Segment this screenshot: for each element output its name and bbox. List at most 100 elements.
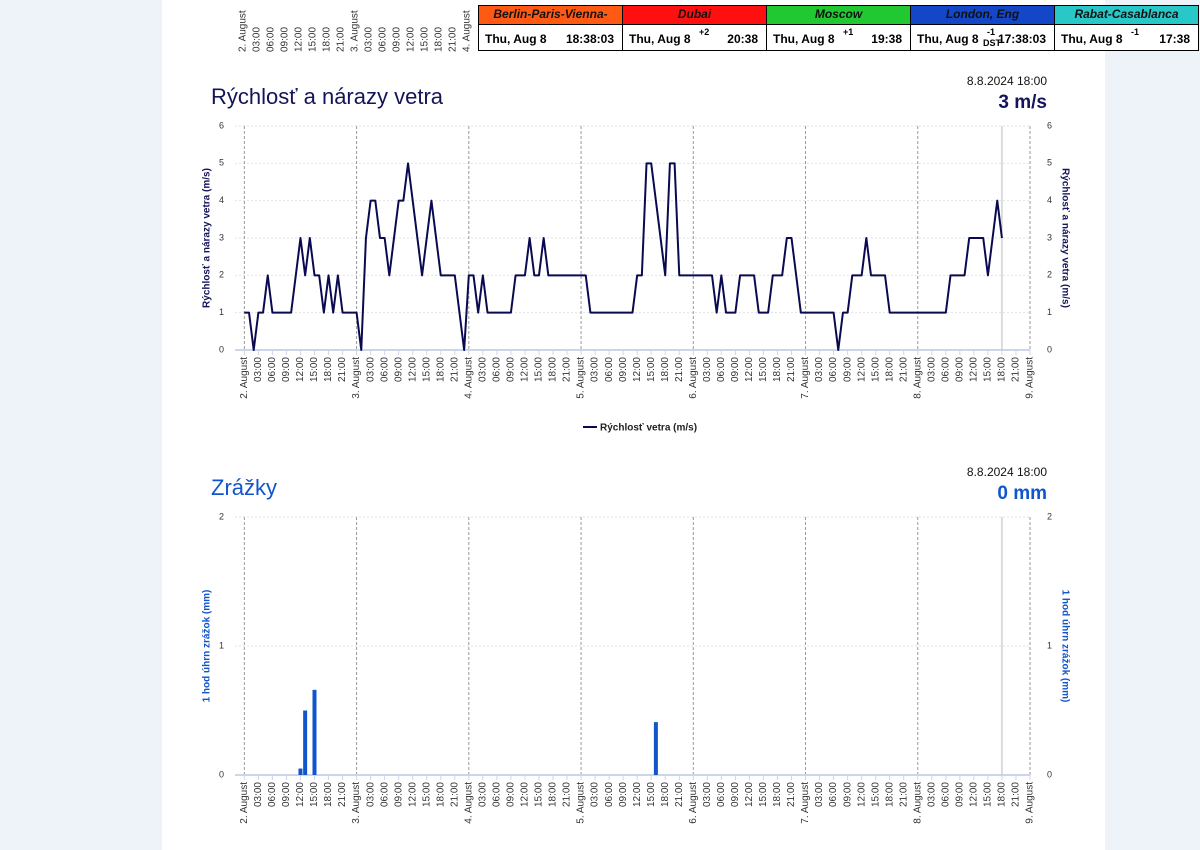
y-tick-label: 5 xyxy=(219,158,224,168)
x-tick-label: 21:00 xyxy=(337,357,348,382)
y2-tick-label: 3 xyxy=(1047,232,1052,242)
x-tick-label: 12:00 xyxy=(407,782,418,807)
x-tick-label: 06:00 xyxy=(379,782,390,807)
x-tick-label: 21:00 xyxy=(1011,357,1022,382)
x-tick-label: 18:00 xyxy=(772,357,783,382)
bar xyxy=(303,710,308,775)
x-tick-label: 4. August xyxy=(463,782,474,824)
clock-date: Thu, Aug 8 xyxy=(917,32,979,46)
y-tick-label: 2 xyxy=(219,511,224,521)
x-tick-label: 06:00 xyxy=(940,782,951,807)
x-tick-label: 03:00 xyxy=(702,357,713,382)
x-tick-label: 2. August xyxy=(239,782,250,824)
x-tick-label: 06:00 xyxy=(716,357,727,382)
x-tick-label: 21:00 xyxy=(674,357,685,382)
x-tick-label: 09:00 xyxy=(954,357,965,382)
x-tick-label: 4. August xyxy=(463,357,474,399)
x-tick-label: 09:00 xyxy=(506,357,517,382)
top-axis-label: 18:00 xyxy=(322,27,333,52)
x-tick-label: 6. August xyxy=(688,782,699,824)
x-tick-label: 03:00 xyxy=(702,782,713,807)
x-tick-label: 18:00 xyxy=(548,782,559,807)
x-tick-label: 03:00 xyxy=(253,357,264,382)
y-tick-label: 1 xyxy=(219,307,224,317)
x-tick-label: 18:00 xyxy=(435,357,446,382)
clock-city: Moscow xyxy=(766,5,911,25)
x-tick-label: 03:00 xyxy=(814,357,825,382)
x-tick-label: 12:00 xyxy=(520,357,531,382)
x-tick-label: 15:00 xyxy=(758,357,769,382)
x-tick-label: 5. August xyxy=(576,782,587,824)
x-tick-label: 06:00 xyxy=(267,782,278,807)
clock-offset: -1 xyxy=(987,27,996,37)
x-tick-label: 09:00 xyxy=(730,782,741,807)
x-tick-label: 12:00 xyxy=(632,782,643,807)
y-axis-title: 1 hod úhrn zrážok (mm) xyxy=(202,590,213,703)
y-tick-label: 1 xyxy=(219,640,224,650)
clock-city: Rabat-Casablanca xyxy=(1054,5,1199,25)
x-tick-label: 18:00 xyxy=(323,357,334,382)
x-tick-label: 12:00 xyxy=(856,357,867,382)
y2-tick-label: 1 xyxy=(1047,640,1052,650)
top-axis-label: 15:00 xyxy=(420,27,431,52)
y2-tick-label: 0 xyxy=(1047,344,1052,354)
info-value: 0 mm xyxy=(997,483,1047,504)
x-tick-label: 06:00 xyxy=(267,357,278,382)
x-tick-label: 09:00 xyxy=(506,782,517,807)
x-tick-label: 06:00 xyxy=(492,357,503,382)
y2-tick-label: 4 xyxy=(1047,195,1052,205)
top-axis-label: 18:00 xyxy=(434,27,445,52)
clock-date: Thu, Aug 8 xyxy=(773,32,835,46)
x-tick-label: 18:00 xyxy=(548,357,559,382)
x-tick-label: 12:00 xyxy=(744,782,755,807)
x-tick-label: 12:00 xyxy=(295,782,306,807)
clock-time: 20:38 xyxy=(727,32,758,46)
wind-line xyxy=(244,162,1003,351)
x-tick-label: 21:00 xyxy=(449,782,460,807)
x-tick-label: 7. August xyxy=(800,782,811,824)
x-tick-label: 12:00 xyxy=(407,357,418,382)
x-tick-label: 15:00 xyxy=(309,782,320,807)
x-tick-label: 15:00 xyxy=(421,357,432,382)
clock-city: London, Eng xyxy=(910,5,1055,25)
x-tick-label: 03:00 xyxy=(814,782,825,807)
y-tick-label: 6 xyxy=(219,120,224,130)
x-tick-label: 3. August xyxy=(351,782,362,824)
clock-time: 19:38 xyxy=(871,32,902,46)
x-tick-label: 03:00 xyxy=(477,357,488,382)
x-tick-label: 09:00 xyxy=(281,357,292,382)
x-tick-label: 12:00 xyxy=(856,782,867,807)
y2-tick-label: 6 xyxy=(1047,120,1052,130)
x-tick-label: 03:00 xyxy=(365,782,376,807)
y-tick-label: 0 xyxy=(219,344,224,354)
x-tick-label: 06:00 xyxy=(828,357,839,382)
x-tick-label: 18:00 xyxy=(884,357,895,382)
x-tick-label: 12:00 xyxy=(295,357,306,382)
x-tick-label: 15:00 xyxy=(758,782,769,807)
y2-axis-title: Rýchlosť a nárazy vetra (m/s) xyxy=(1059,168,1070,308)
bar xyxy=(298,768,303,775)
x-tick-label: 15:00 xyxy=(646,357,657,382)
x-tick-label: 8. August xyxy=(912,357,923,399)
chart-title: Zrážky xyxy=(211,475,277,500)
clock-city: Dubai xyxy=(622,5,767,25)
x-tick-label: 06:00 xyxy=(604,782,615,807)
x-tick-label: 06:00 xyxy=(379,357,390,382)
x-tick-label: 15:00 xyxy=(534,357,545,382)
chart-title: Rýchlosť a nárazy vetra xyxy=(211,84,444,109)
clock-date: Thu, Aug 8 xyxy=(485,32,547,46)
x-tick-label: 5. August xyxy=(576,357,587,399)
clock-row: Thu, Aug 8 18:38:03 xyxy=(478,24,623,51)
x-tick-label: 21:00 xyxy=(1011,782,1022,807)
x-tick-label: 03:00 xyxy=(926,782,937,807)
x-tick-label: 06:00 xyxy=(604,357,615,382)
clock-time: 17:38:03 xyxy=(997,32,1046,46)
x-tick-label: 15:00 xyxy=(646,782,657,807)
x-tick-label: 18:00 xyxy=(323,782,334,807)
top-axis-label: 21:00 xyxy=(336,27,347,52)
x-tick-label: 21:00 xyxy=(898,357,909,382)
bar xyxy=(312,689,317,775)
content-panel xyxy=(162,0,1105,850)
